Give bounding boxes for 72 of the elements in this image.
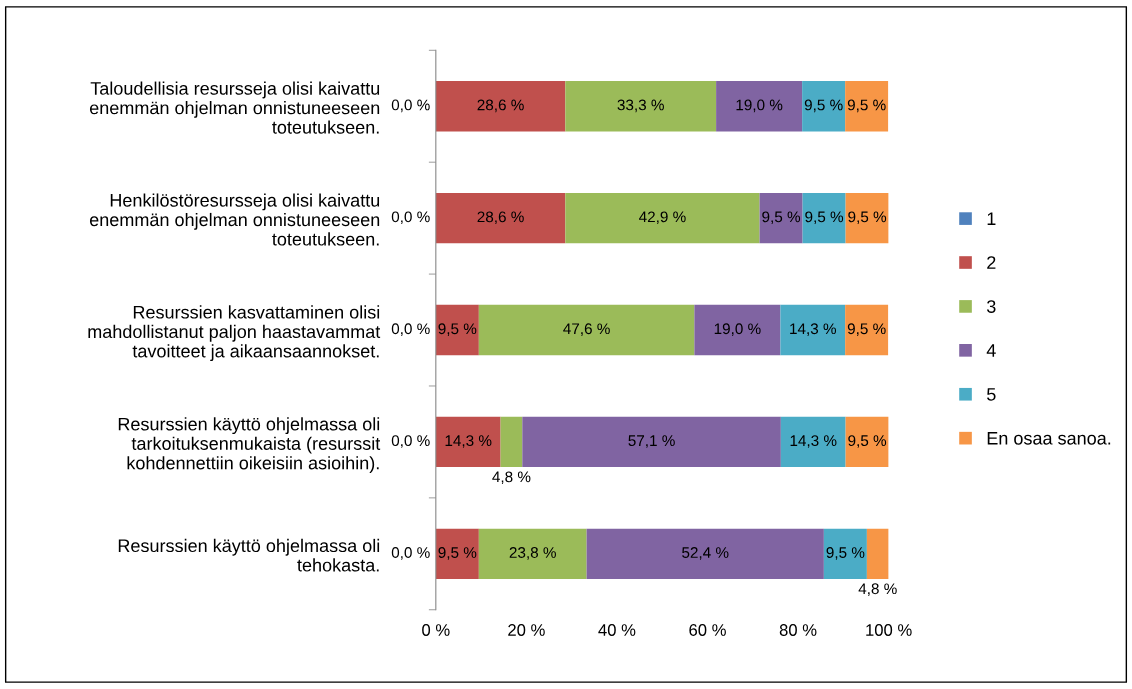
data-label: 42,9 % xyxy=(639,211,686,225)
bar xyxy=(694,304,781,356)
bar xyxy=(478,528,587,579)
bar xyxy=(845,304,889,356)
data-label: 0,0 % xyxy=(391,547,430,560)
bar xyxy=(780,304,846,356)
x-tick-label: 60 % xyxy=(689,624,726,636)
bar xyxy=(435,192,566,244)
bar xyxy=(435,304,479,356)
data-label: 4,8 % xyxy=(492,471,531,485)
data-label: 9,5 % xyxy=(847,99,886,113)
data-label: 9,5 % xyxy=(438,323,477,336)
data-label: 9,5 % xyxy=(438,547,477,560)
data-label: 9,5 % xyxy=(848,211,887,225)
bar xyxy=(586,528,824,579)
bar xyxy=(780,416,846,468)
data-label: 47,6 % xyxy=(563,323,610,336)
y-tick-label: Taloudellisia resursseja olisi kaivattu enemmän ohjelman onnistuneeseen toteutukseen. xyxy=(89,81,380,134)
data-label: 9,5 % xyxy=(805,211,844,225)
x-tick-label: 0 % xyxy=(422,624,450,636)
bar xyxy=(435,528,479,579)
data-label: 14,3 % xyxy=(445,435,492,448)
bar xyxy=(823,528,867,579)
bar xyxy=(802,81,846,132)
x-tick-label: 20 % xyxy=(508,624,545,636)
legend-label: 2 xyxy=(987,256,996,269)
data-label: 4,8 % xyxy=(858,583,897,596)
bar xyxy=(565,81,717,132)
bar xyxy=(845,192,889,244)
bar xyxy=(435,416,501,468)
data-label: 14,3 % xyxy=(790,323,837,336)
x-tick-label: 40 % xyxy=(598,624,636,636)
bar xyxy=(866,528,889,579)
data-label: 19,0 % xyxy=(736,99,783,113)
data-label: 9,5 % xyxy=(826,547,865,560)
bar xyxy=(845,416,889,468)
y-tick-label: Resurssien käyttö ohjelmassa oli tehokasta. xyxy=(118,538,380,572)
bar xyxy=(500,416,523,468)
data-label: 0,0 % xyxy=(391,211,430,225)
data-label: 28,6 % xyxy=(477,211,524,225)
bar xyxy=(802,192,846,244)
bar xyxy=(478,304,695,356)
bar xyxy=(759,192,803,244)
data-label: 9,5 % xyxy=(804,99,843,113)
data-label: 28,6 % xyxy=(477,99,524,113)
data-label: 0,0 % xyxy=(391,99,430,113)
data-label: 57,1 % xyxy=(628,435,675,448)
data-label: 33,3 % xyxy=(617,99,664,113)
data-label: 9,5 % xyxy=(848,435,887,448)
data-label: 9,5 % xyxy=(762,211,801,225)
data-label: 14,3 % xyxy=(790,435,837,448)
bar xyxy=(845,81,889,132)
y-tick-label: Resurssien kasvattaminen olisi mahdollistanut paljon haastavammat tavoitteet ja aikaansaannokset. xyxy=(88,305,381,362)
data-label: 9,5 % xyxy=(847,323,886,336)
legend-label: 1 xyxy=(987,212,996,225)
data-label: 52,4 % xyxy=(682,547,729,560)
bar xyxy=(716,81,803,132)
x-tick-label: 100 % xyxy=(866,624,912,636)
data-label: 19,0 % xyxy=(714,323,761,336)
bar xyxy=(522,416,781,468)
data-label: 0,0 % xyxy=(391,323,430,336)
y-tick-label: Resurssien käyttö ohjelmassa oli tarkoituksenmukaista (resurssit kohdennettiin oikeisiin asioihin). xyxy=(118,417,381,473)
legend-label: 3 xyxy=(986,300,996,313)
y-tick-label: Henkilöstöresursseja olisi kaivattu enemmän ohjelman onnistuneeseen toteutukseen. xyxy=(89,193,380,246)
legend-label: 4 xyxy=(986,344,996,357)
x-tick-label: 80 % xyxy=(779,624,817,636)
data-label: 23,8 % xyxy=(509,547,556,560)
legend-label: En osaa sanoa. xyxy=(987,432,1111,445)
bar xyxy=(565,192,760,244)
data-label: 0,0 % xyxy=(391,435,430,448)
bar xyxy=(435,81,566,132)
legend-label: 5 xyxy=(987,388,996,401)
